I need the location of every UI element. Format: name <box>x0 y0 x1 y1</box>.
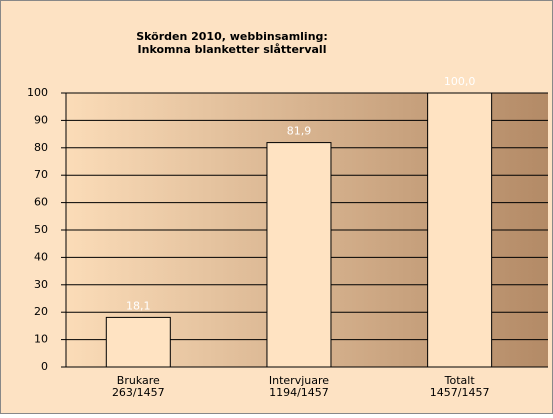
chart-title: Skörden 2010, webbinsamling: <box>136 30 328 43</box>
x-tick-label: Brukare <box>117 374 160 387</box>
y-tick-label: 60 <box>34 196 48 209</box>
y-tick-label: 30 <box>34 278 48 291</box>
chart-title: Inkomna blanketter slåttervall <box>138 43 327 56</box>
y-tick-label: 40 <box>34 250 48 263</box>
y-tick-label: 80 <box>34 141 48 154</box>
x-tick-label: 1194/1457 <box>269 386 329 399</box>
y-tick-label: 50 <box>34 223 48 236</box>
y-tick-label: 0 <box>41 360 48 373</box>
value-label: 100,0 <box>444 75 476 88</box>
bar <box>266 142 332 368</box>
bar <box>105 316 171 368</box>
y-tick-label: 20 <box>34 305 48 318</box>
value-label: 18,1 <box>126 299 151 312</box>
y-tick-label: 70 <box>34 168 48 181</box>
y-tick-label: 100 <box>27 86 48 99</box>
y-tick-label: 10 <box>34 333 48 346</box>
x-tick-label: Totalt <box>444 374 476 387</box>
x-tick-label: Intervjuare <box>269 374 329 387</box>
x-tick-label: 1457/1457 <box>430 386 490 399</box>
bar <box>427 92 493 368</box>
x-tick-label: 263/1457 <box>112 386 165 399</box>
y-tick-label: 90 <box>34 113 48 126</box>
value-label: 81,9 <box>287 125 312 138</box>
